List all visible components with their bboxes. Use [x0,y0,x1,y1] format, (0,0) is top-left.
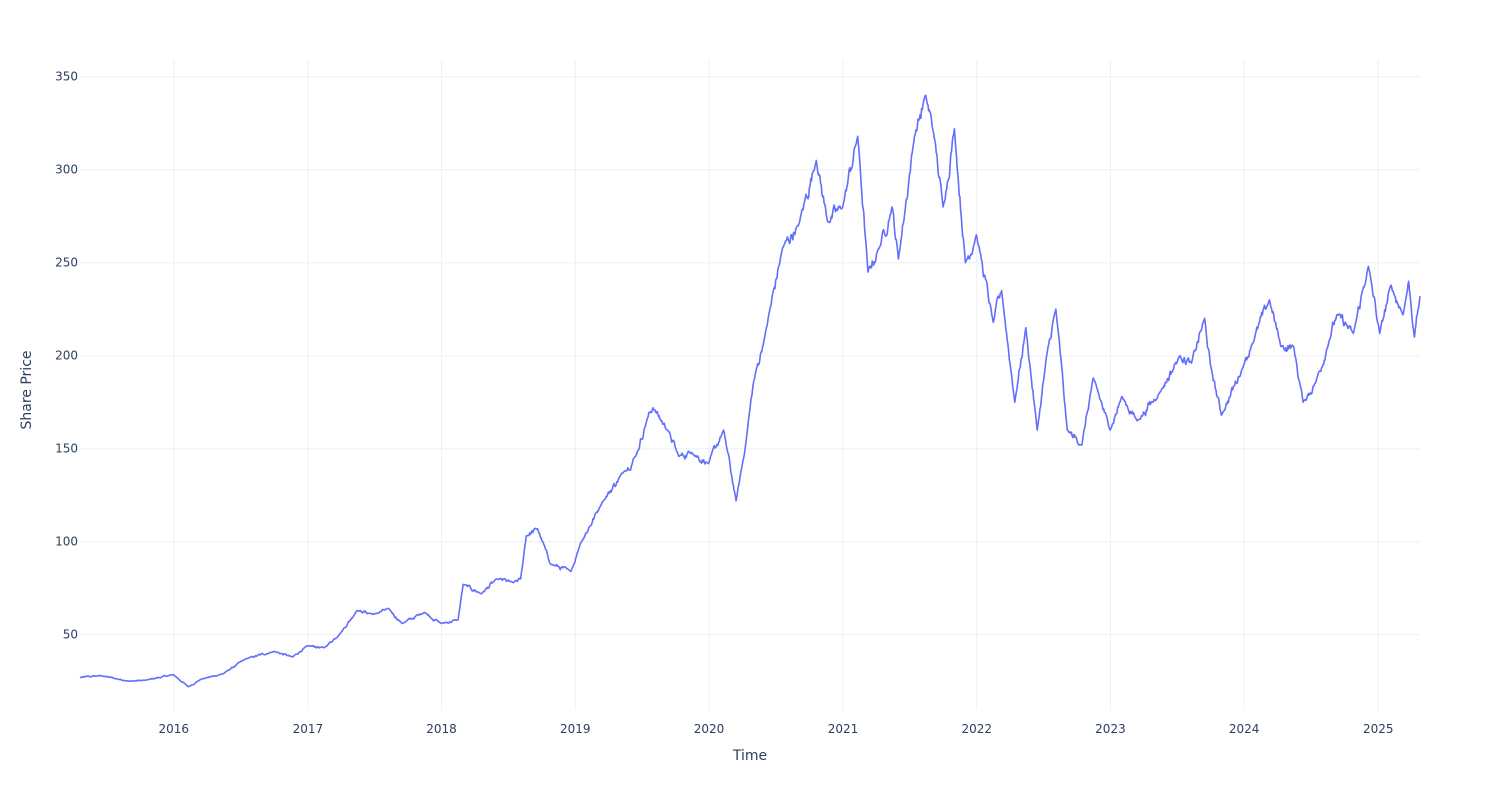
y-tick-label: 200 [55,349,78,363]
x-tick-label: 2021 [828,722,859,736]
x-tick-label: 2017 [293,722,324,736]
x-tick-label: 2020 [694,722,725,736]
y-tick-label: 100 [55,535,78,549]
price-line [79,94,1421,688]
y-gridlines [80,76,1420,636]
x-gridlines [173,60,1379,710]
series-lines [79,94,1421,688]
y-tick-label: 350 [55,70,78,84]
x-tick-label: 2022 [961,722,992,736]
x-tick-label: 2025 [1363,722,1394,736]
x-tick-label: 2018 [426,722,457,736]
y-tick-label: 250 [55,256,78,270]
y-tick-label: 150 [55,442,78,456]
x-axis-title: Time [732,748,767,764]
y-tick-label: 50 [63,628,78,642]
y-tick-label: 300 [55,163,78,177]
x-tick-label: 2019 [560,722,591,736]
x-tick-labels: 2016 2017 2018 2019 2020 2021 2022 2023 2024 2025 [159,722,1394,736]
y-tick-labels: 50 100 150 200 250 300 350 [55,70,78,642]
x-tick-label: 2024 [1229,722,1260,736]
y-axis-title: Share Price [19,350,35,429]
x-tick-label: 2023 [1095,722,1126,736]
x-tick-label: 2016 [159,722,190,736]
